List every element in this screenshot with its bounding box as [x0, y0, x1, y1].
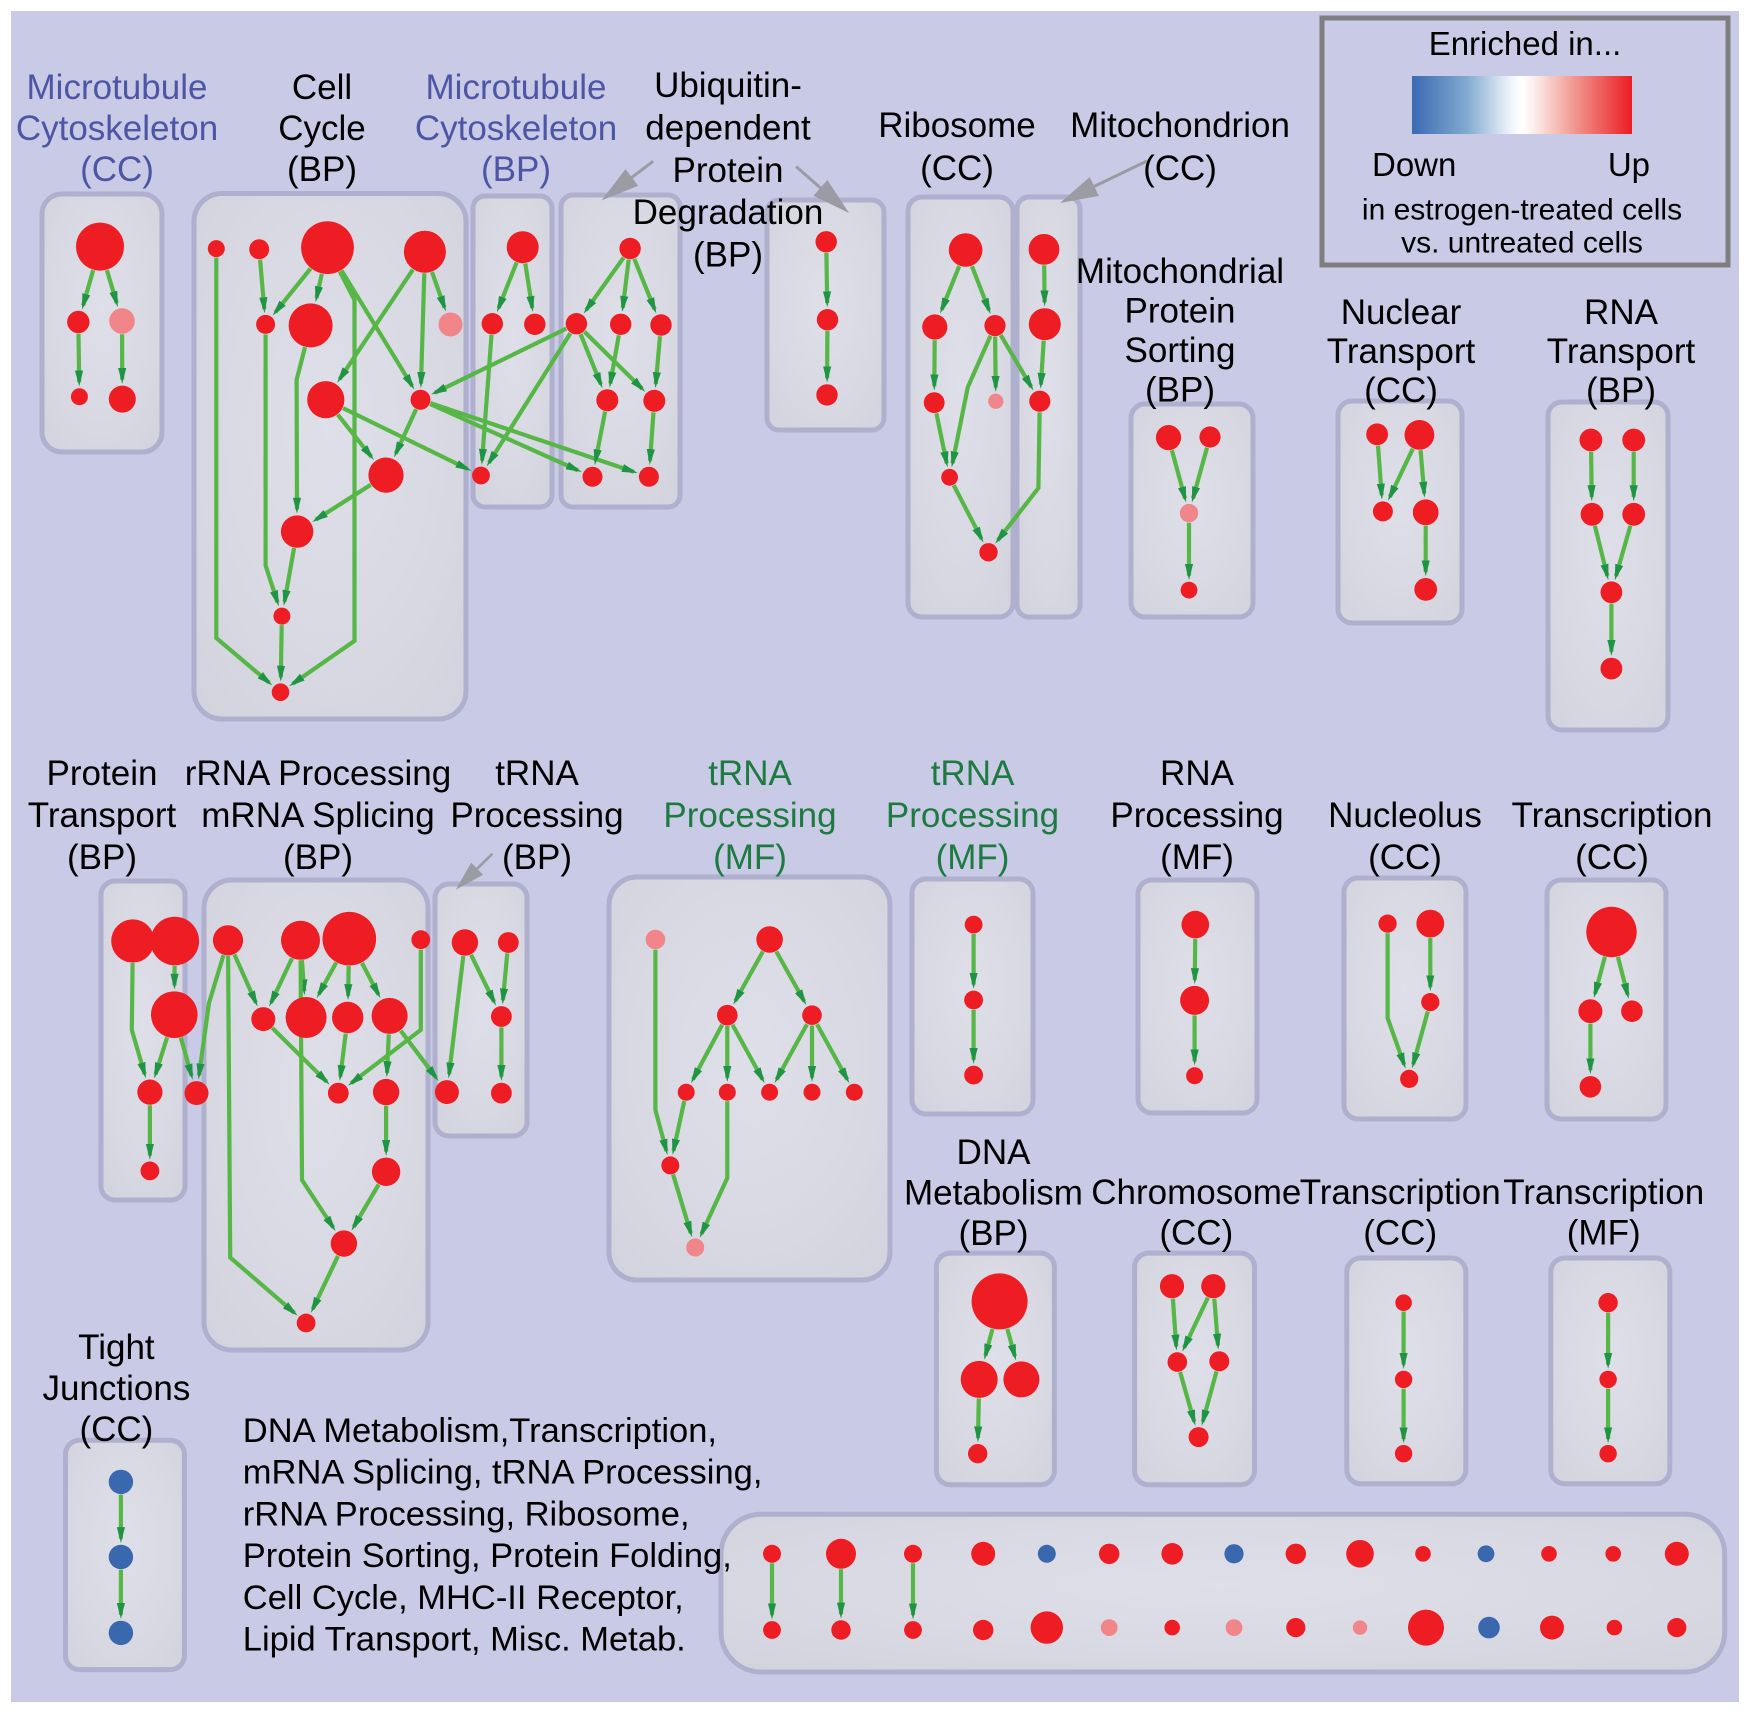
svg-text:Transcription: Transcription: [1512, 796, 1713, 835]
svg-text:Tight: Tight: [78, 1328, 155, 1367]
svg-text:Lipid Transport, Misc. Metab.: Lipid Transport, Misc. Metab.: [243, 1621, 686, 1659]
svg-text:Cell: Cell: [292, 68, 352, 107]
svg-text:Processing: Processing: [886, 796, 1059, 835]
svg-text:Down: Down: [1372, 146, 1456, 183]
svg-text:DNA Metabolism,Transcription,: DNA Metabolism,Transcription,: [243, 1412, 717, 1450]
svg-text:Chromosome: Chromosome: [1091, 1173, 1301, 1212]
svg-text:Protein Sorting, Protein Foldi: Protein Sorting, Protein Folding,: [243, 1537, 732, 1575]
svg-text:(CC): (CC): [1363, 1213, 1437, 1252]
svg-text:Junctions: Junctions: [42, 1369, 190, 1408]
svg-text:tRNA: tRNA: [708, 754, 792, 793]
svg-text:(BP): (BP): [959, 1214, 1029, 1253]
svg-text:Nuclear: Nuclear: [1341, 293, 1462, 332]
svg-text:vs. untreated cells: vs. untreated cells: [1401, 227, 1643, 260]
svg-text:Processing: Processing: [663, 796, 836, 835]
svg-text:Cycle: Cycle: [278, 109, 366, 148]
svg-text:Nucleolus: Nucleolus: [1328, 796, 1482, 835]
svg-text:Cytoskeleton: Cytoskeleton: [415, 109, 617, 148]
svg-text:(CC): (CC): [80, 150, 154, 189]
svg-text:(CC): (CC): [1364, 371, 1438, 410]
svg-text:(BP): (BP): [67, 838, 137, 877]
svg-text:(MF): (MF): [936, 838, 1010, 877]
svg-text:Protein: Protein: [1125, 292, 1236, 331]
svg-text:Transport: Transport: [28, 796, 177, 835]
svg-text:Ubiquitin-: Ubiquitin-: [654, 66, 802, 105]
svg-text:Processing: Processing: [1110, 796, 1283, 835]
svg-text:Transcription: Transcription: [1300, 1173, 1501, 1212]
svg-text:(BP): (BP): [287, 150, 357, 189]
svg-text:(CC): (CC): [1143, 149, 1217, 188]
svg-text:Transcription: Transcription: [1503, 1173, 1704, 1212]
svg-text:RNA: RNA: [1584, 293, 1659, 332]
svg-text:rRNA Processing: rRNA Processing: [185, 754, 451, 793]
svg-text:Transport: Transport: [1547, 332, 1696, 371]
svg-text:(BP): (BP): [1145, 371, 1215, 410]
svg-text:Protein: Protein: [673, 151, 784, 190]
svg-text:Mitochondrial: Mitochondrial: [1076, 252, 1284, 291]
svg-text:DNA: DNA: [957, 1133, 1032, 1172]
svg-text:Processing: Processing: [450, 796, 623, 835]
svg-text:Mitochondrion: Mitochondrion: [1070, 106, 1290, 145]
svg-text:Cell Cycle, MHC-II Receptor,: Cell Cycle, MHC-II Receptor,: [243, 1579, 684, 1617]
svg-text:Transport: Transport: [1327, 332, 1476, 371]
svg-text:Protein: Protein: [47, 754, 158, 793]
svg-text:(CC): (CC): [1159, 1213, 1233, 1252]
svg-text:Ribosome: Ribosome: [878, 106, 1036, 145]
svg-text:tRNA: tRNA: [931, 754, 1015, 793]
svg-text:(MF): (MF): [713, 838, 787, 877]
svg-text:(CC): (CC): [1368, 838, 1442, 877]
svg-text:RNA: RNA: [1160, 754, 1235, 793]
svg-text:(MF): (MF): [1160, 838, 1234, 877]
svg-text:Sorting: Sorting: [1125, 331, 1236, 370]
svg-text:(BP): (BP): [283, 838, 353, 877]
svg-text:rRNA Processing, Ribosome,: rRNA Processing, Ribosome,: [243, 1495, 690, 1533]
svg-text:(MF): (MF): [1567, 1213, 1641, 1252]
svg-text:Up: Up: [1608, 146, 1650, 183]
svg-text:Degradation: Degradation: [633, 193, 824, 232]
svg-text:Microtubule: Microtubule: [27, 68, 208, 107]
svg-text:mRNA Splicing, tRNA Processing: mRNA Splicing, tRNA Processing,: [243, 1454, 763, 1492]
svg-text:(BP): (BP): [1586, 371, 1656, 410]
svg-text:Cytoskeleton: Cytoskeleton: [16, 109, 218, 148]
svg-text:Enriched in...: Enriched in...: [1429, 25, 1622, 62]
svg-text:mRNA Splicing: mRNA Splicing: [201, 796, 434, 835]
svg-text:(CC): (CC): [79, 1410, 153, 1449]
svg-text:Metabolism: Metabolism: [904, 1174, 1083, 1213]
svg-text:dependent: dependent: [645, 109, 811, 148]
svg-text:(CC): (CC): [1575, 838, 1649, 877]
svg-text:tRNA: tRNA: [495, 754, 579, 793]
svg-text:in estrogen-treated cells: in estrogen-treated cells: [1362, 194, 1682, 227]
svg-text:(BP): (BP): [693, 235, 763, 274]
svg-text:Microtubule: Microtubule: [426, 68, 607, 107]
svg-text:(CC): (CC): [920, 149, 994, 188]
svg-text:(BP): (BP): [481, 150, 551, 189]
svg-text:(BP): (BP): [502, 838, 572, 877]
